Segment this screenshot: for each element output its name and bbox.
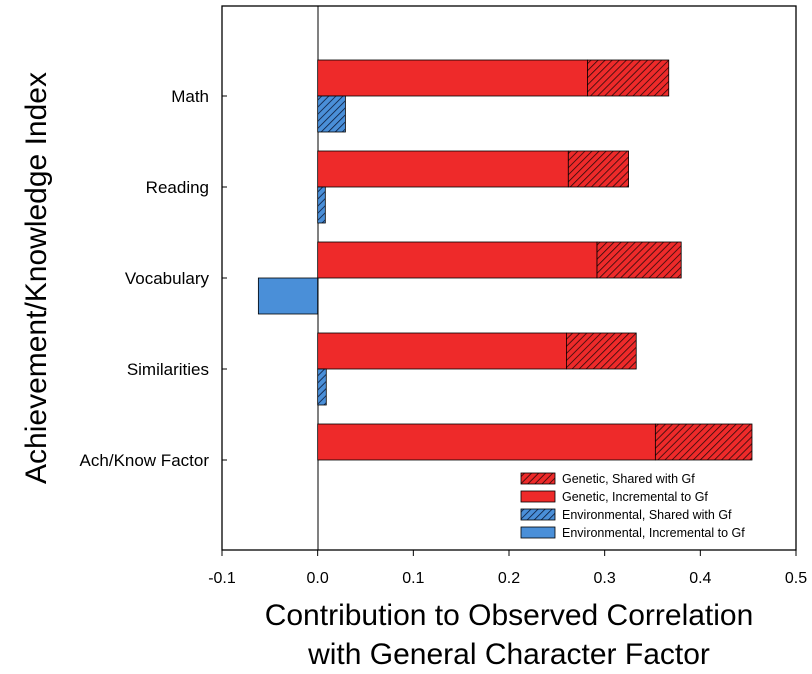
x-axis-title-line2: with General Character Factor bbox=[307, 638, 710, 671]
x-axis: -0.1 0.0 0.1 0.2 0.3 0.4 0.5 bbox=[208, 550, 807, 587]
y-axis-title: Achievement/Knowledge Index bbox=[20, 72, 53, 484]
legend-swatch-environmental-shared bbox=[520, 508, 556, 521]
legend: Genetic, Shared with Gf Genetic, Increme… bbox=[520, 472, 745, 540]
bar-genetic-incremental-vocabulary bbox=[317, 241, 598, 279]
bar-genetic-incremental-ach-know-factor bbox=[317, 423, 656, 461]
x-tick-label-3: 0.2 bbox=[498, 570, 520, 587]
x-axis-title-line1: Contribution to Observed Correlation bbox=[265, 599, 754, 632]
x-tick-label-0: -0.1 bbox=[208, 570, 236, 587]
bar-genetic-incremental-math bbox=[317, 59, 588, 97]
bar-genetic-shared-reading bbox=[567, 150, 629, 188]
x-tick-label-6: 0.5 bbox=[785, 570, 807, 587]
legend-swatch-environmental-incremental bbox=[520, 526, 556, 539]
y-axis: Math Reading Vocabulary Similarities Ach/Kno… bbox=[80, 87, 227, 470]
legend-label-genetic-incremental: Genetic, Incremental to Gf bbox=[562, 490, 708, 504]
legend-label-environmental-incremental: Environmental, Incremental to Gf bbox=[562, 526, 745, 540]
bar-genetic-shared-vocabulary bbox=[596, 241, 682, 279]
x-tick-label-2: 0.1 bbox=[402, 570, 424, 587]
legend-label-genetic-shared: Genetic, Shared with Gf bbox=[562, 472, 695, 486]
y-tick-label-similarities: Similarities bbox=[127, 360, 209, 379]
y-tick-label-math: Math bbox=[171, 87, 209, 106]
x-tick-label-4: 0.3 bbox=[594, 570, 616, 587]
x-tick-label-5: 0.4 bbox=[689, 570, 711, 587]
legend-label-environmental-shared: Environmental, Shared with Gf bbox=[562, 508, 732, 522]
y-tick-label-reading: Reading bbox=[146, 178, 209, 197]
bar-genetic-shared-similarities bbox=[566, 332, 637, 370]
bar-genetic-shared-math bbox=[587, 59, 670, 97]
x-tick-label-1: 0.0 bbox=[307, 570, 329, 587]
bar-genetic-incremental-similarities bbox=[317, 332, 567, 370]
bar-genetic-incremental-reading bbox=[317, 150, 569, 188]
bar-environmental-shared-math bbox=[317, 95, 346, 133]
bar-genetic-shared-ach-know-factor bbox=[654, 423, 753, 461]
y-tick-label-vocabulary: Vocabulary bbox=[125, 269, 210, 288]
bar-environmental-shared-similarities bbox=[317, 368, 327, 406]
bars-layer bbox=[257, 59, 753, 461]
bar-environmental-incremental-vocabulary bbox=[257, 277, 319, 315]
legend-swatch-genetic-shared bbox=[520, 472, 556, 485]
bar-environmental-shared-reading bbox=[317, 186, 326, 224]
legend-swatch-genetic-incremental bbox=[520, 490, 556, 503]
y-tick-label-ach-know-factor: Ach/Know Factor bbox=[80, 451, 210, 470]
